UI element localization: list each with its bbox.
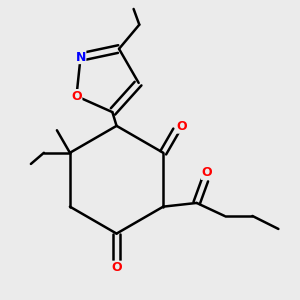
Text: O: O	[71, 90, 82, 103]
Text: O: O	[202, 166, 212, 179]
Text: O: O	[111, 261, 122, 274]
Text: N: N	[75, 50, 86, 64]
Text: O: O	[176, 120, 187, 133]
